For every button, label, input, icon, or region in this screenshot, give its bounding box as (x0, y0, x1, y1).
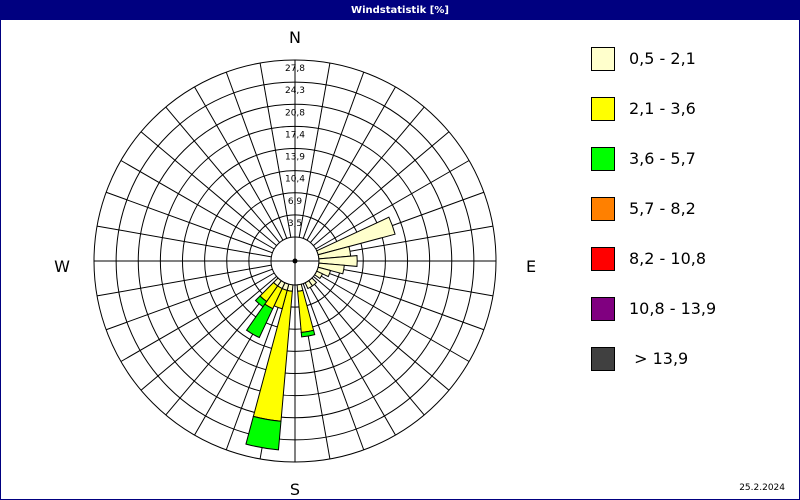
grid-spoke (140, 276, 277, 391)
grid-spoke (310, 279, 425, 416)
grid-spoke (306, 86, 396, 241)
legend-swatch (591, 197, 615, 221)
legend-label: 2,1 - 3,6 (629, 99, 696, 118)
wind-petal-segment (252, 289, 293, 422)
grid-spoke (96, 225, 272, 258)
ring-label: 24,3 (285, 86, 305, 96)
legend-item: 0,5 - 2,1 (591, 47, 791, 97)
ring-label: 27,8 (285, 64, 305, 74)
ring-label: 10,4 (285, 175, 305, 185)
ring-label: 20,8 (285, 108, 305, 118)
grid-spoke (225, 283, 288, 451)
grid-spoke (317, 268, 485, 331)
legend-swatch (591, 97, 615, 121)
window-title: Windstatistik [%] (1, 1, 799, 20)
legend-label: 5,7 - 8,2 (629, 199, 696, 218)
ring-label: 17,4 (285, 130, 305, 140)
grid-spoke (310, 106, 425, 243)
grid-spoke (140, 131, 277, 246)
grid-spoke (313, 131, 450, 246)
grid-spoke (318, 264, 494, 297)
compass-east-label: E (526, 257, 536, 276)
wind-petal-segment (254, 295, 268, 308)
legend-label: 10,8 - 13,9 (629, 299, 717, 318)
grid-spoke (120, 160, 275, 250)
wind-petals (245, 216, 396, 451)
wind-petal-segment (313, 270, 324, 280)
grid-spoke (225, 71, 288, 239)
legend-swatch (591, 297, 615, 321)
wind-petal-segment (316, 266, 332, 278)
legend-item: 10,8 - 13,9 (591, 297, 791, 347)
legend-item: 3,6 - 5,7 (591, 147, 791, 197)
grid-spoke (302, 71, 365, 239)
center-marker (292, 258, 298, 264)
wind-petal-segment (300, 329, 316, 338)
grid-spoke (105, 268, 273, 331)
compass-south-label: S (290, 480, 300, 499)
legend-label: 3,6 - 5,7 (629, 149, 696, 168)
legend-item: 2,1 - 3,6 (591, 97, 791, 147)
grid-spoke (120, 272, 275, 362)
grid-spoke (315, 272, 470, 362)
grid-spoke (313, 276, 450, 391)
wind-petal-segment (304, 279, 314, 290)
wind-petal-segment (245, 415, 282, 451)
grid-spoke (315, 160, 470, 250)
wind-petal-segment (297, 289, 315, 334)
compass-west-label: W (54, 257, 70, 276)
grid-spoke (298, 62, 331, 238)
footer-date: 25.2.2024 (739, 483, 785, 493)
legend-label: 8,2 - 10,8 (629, 249, 707, 268)
ring-label: 6,9 (288, 197, 303, 207)
legend-item: > 13,9 (591, 347, 791, 397)
ring-label: 13,9 (285, 153, 305, 163)
wind-petal-segment (317, 262, 345, 275)
legend-label: > 13,9 (629, 349, 689, 368)
grid-spoke (306, 281, 396, 436)
legend-item: 5,7 - 8,2 (591, 197, 791, 247)
grid-spoke (194, 86, 284, 241)
legend-swatch (591, 347, 615, 371)
grid-spoke (96, 264, 272, 297)
compass-north-label: N (289, 28, 301, 47)
legend-label: 0,5 - 2,1 (629, 49, 696, 68)
wind-petal-segment (245, 303, 274, 339)
grid-spoke (302, 283, 365, 451)
legend-swatch (591, 47, 615, 71)
ring-label: 3,5 (288, 219, 302, 229)
legend-item: 8,2 - 10,8 (591, 247, 791, 297)
legend-swatch (591, 147, 615, 171)
ring-labels: 3,5 6,9 10,4 13,9 17,4 20,8 24,3 27,8 (285, 64, 305, 229)
legend-swatch (591, 247, 615, 271)
grid-spoke (105, 191, 273, 254)
grid-spoke (165, 106, 280, 243)
speed-legend: 0,5 - 2,1 2,1 - 3,6 3,6 - 5,7 5,7 - 8,2 … (591, 47, 791, 397)
grid-spoke (259, 62, 292, 238)
wind-petal-segment (316, 216, 396, 256)
